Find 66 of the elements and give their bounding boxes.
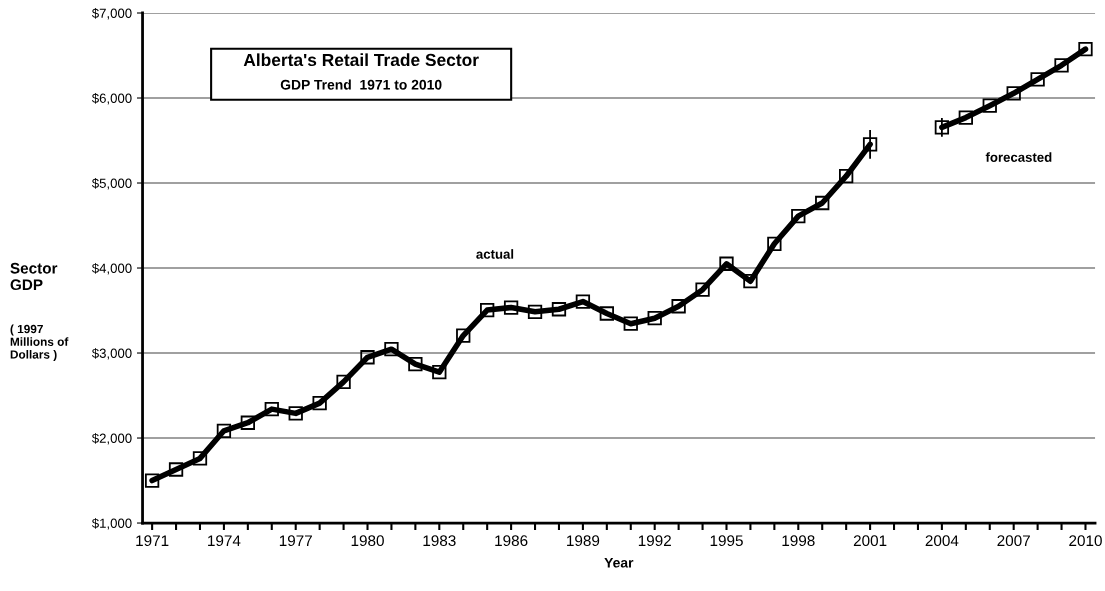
x-tick-label: 1995 bbox=[710, 535, 743, 547]
x-tick-label: 1998 bbox=[782, 535, 815, 547]
y-tick-label: $4,000 bbox=[91, 263, 132, 275]
x-tick-label: 1971 bbox=[136, 535, 169, 547]
point bbox=[719, 256, 734, 271]
y-tick-label: $2,000 bbox=[91, 433, 132, 445]
point bbox=[599, 306, 614, 321]
point bbox=[1078, 41, 1093, 57]
point bbox=[168, 462, 184, 477]
point bbox=[743, 274, 758, 289]
x-tick-label: 2010 bbox=[1069, 535, 1102, 547]
x-tick-label: 2007 bbox=[997, 535, 1030, 547]
point bbox=[432, 364, 447, 380]
point bbox=[695, 282, 710, 297]
point bbox=[336, 374, 351, 390]
y-tick-label: $6,000 bbox=[91, 93, 132, 105]
x-tick-label: 1992 bbox=[638, 535, 671, 547]
point bbox=[408, 356, 423, 372]
point bbox=[982, 98, 997, 113]
point bbox=[862, 137, 878, 152]
x-tick-label: 1986 bbox=[495, 535, 528, 547]
point bbox=[192, 451, 208, 466]
point bbox=[527, 304, 543, 319]
text: Alberta's Retail Trade Sector bbox=[243, 53, 479, 67]
point bbox=[575, 294, 591, 309]
point bbox=[288, 406, 303, 421]
x-tick-label: 1974 bbox=[208, 535, 241, 547]
x-tick-label: 2001 bbox=[853, 535, 887, 547]
point bbox=[384, 342, 399, 357]
point bbox=[1006, 86, 1021, 101]
point bbox=[767, 236, 782, 251]
x-tick-label: 1980 bbox=[351, 535, 384, 547]
text: ( 1997 Millions of Dollars ) bbox=[10, 324, 69, 361]
point bbox=[216, 423, 232, 438]
y-tick-label: $1,000 bbox=[91, 518, 132, 530]
point bbox=[1030, 72, 1045, 87]
point bbox=[312, 396, 327, 411]
x-tick-label: 2004 bbox=[925, 535, 959, 547]
text: GDP Trend 1971 to 2010 bbox=[280, 79, 442, 90]
x-axis-title: Year bbox=[604, 557, 634, 568]
point bbox=[671, 299, 686, 314]
point bbox=[551, 302, 567, 317]
point bbox=[791, 209, 806, 224]
point bbox=[360, 350, 375, 365]
x-tick-label: 1977 bbox=[279, 535, 312, 547]
y-axis-title: Sector GDP bbox=[10, 262, 58, 291]
x-tick-label: 1983 bbox=[423, 535, 456, 547]
point bbox=[480, 302, 495, 318]
y-tick-label: $5,000 bbox=[91, 178, 132, 190]
point bbox=[264, 401, 279, 417]
point bbox=[958, 110, 973, 125]
annotation: forecasted bbox=[985, 152, 1052, 162]
point bbox=[934, 120, 950, 135]
point bbox=[144, 473, 160, 488]
point bbox=[815, 195, 830, 211]
point bbox=[647, 311, 662, 326]
y-tick-label: $7,000 bbox=[91, 8, 132, 20]
y-tick-label: $3,000 bbox=[91, 348, 132, 360]
point bbox=[1054, 58, 1069, 73]
point bbox=[623, 316, 638, 331]
annotation: actual bbox=[476, 249, 514, 259]
point bbox=[839, 169, 854, 184]
point bbox=[456, 328, 471, 343]
point bbox=[240, 415, 256, 430]
x-tick-label: 1989 bbox=[567, 535, 600, 547]
point bbox=[503, 300, 519, 315]
